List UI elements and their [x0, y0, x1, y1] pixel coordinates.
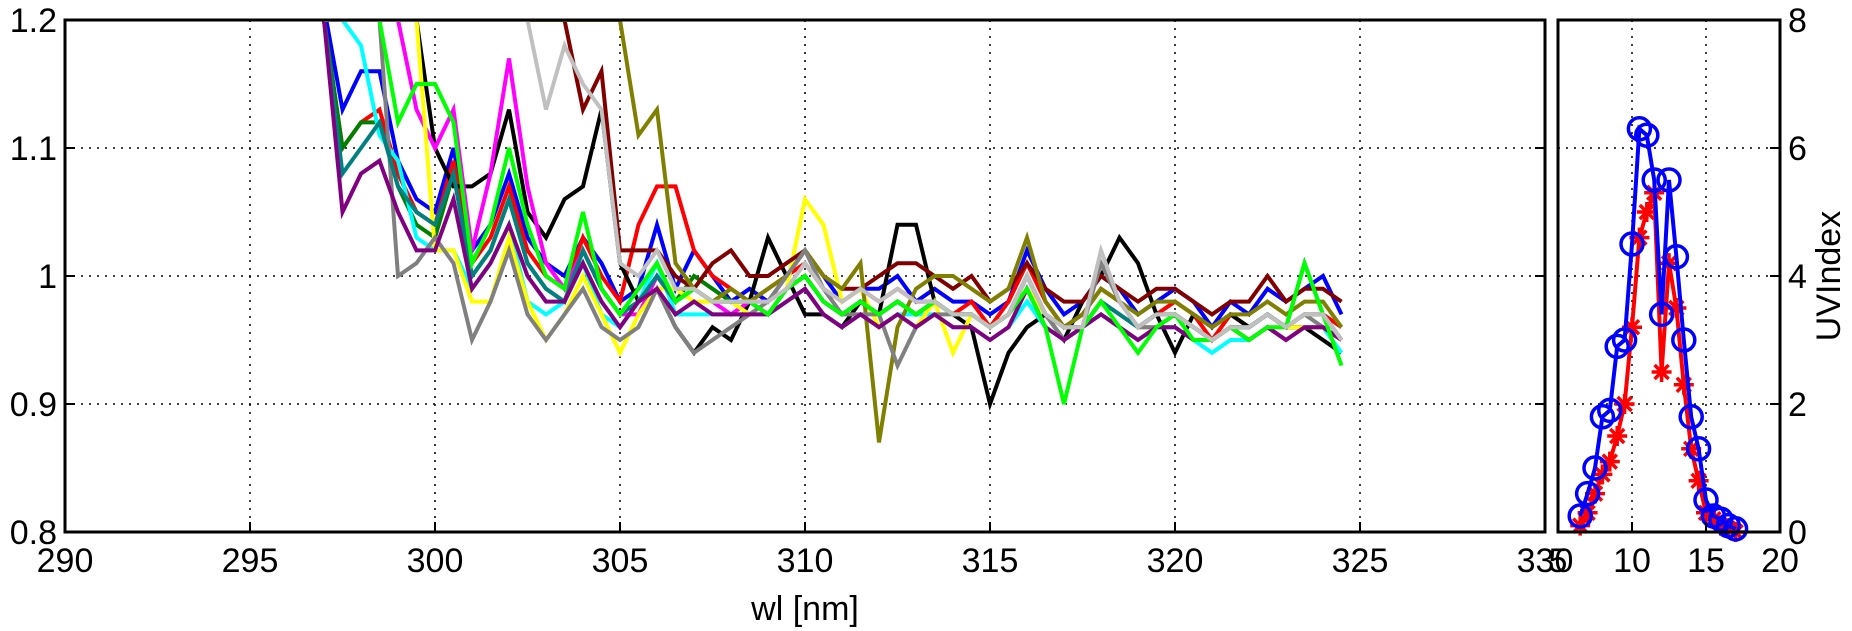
x-tick-label: 320	[1147, 542, 1204, 580]
uv-y-tick-label: 0	[1788, 514, 1807, 552]
x-tick-label: 290	[37, 542, 94, 580]
uv-y-tick-label: 8	[1788, 2, 1807, 40]
uv-point-circle	[1641, 167, 1667, 193]
uv-point-circle	[1604, 333, 1630, 360]
x-tick-label: 300	[407, 542, 464, 580]
uv-x-tick-label: 20	[1761, 542, 1799, 580]
uv-y-tick-label: 4	[1788, 258, 1807, 296]
uv-x-tick-label: 5	[1549, 542, 1568, 580]
x-tick-label: 315	[962, 542, 1019, 580]
spectrum-series-line-10	[324, 20, 1343, 371]
x-tick-label: 305	[592, 542, 649, 580]
spectrum-series-line-12	[322, 20, 1343, 343]
uv-point-circle	[1678, 404, 1704, 430]
uv-point-asterisk	[1607, 426, 1628, 446]
uv-point-circle	[1574, 480, 1601, 507]
main-series-group	[322, 20, 1344, 443]
uv-point-circle	[1693, 487, 1719, 513]
uv-point-circle	[1671, 327, 1697, 353]
spectrum-series-line-13	[324, 20, 1344, 405]
main-x-axis-label: wl [nm]	[750, 590, 859, 628]
uv-series-line-2	[1578, 124, 1737, 531]
uv-point-circle	[1663, 244, 1690, 270]
uv-grid	[1558, 20, 1780, 532]
uv-index-panel: 5 10 15 200 2 4 6 8 UVIndex	[1549, 2, 1848, 580]
y-tick-label: 1	[38, 258, 57, 296]
uv-ticks: 5 10 15 200 2 4 6 8	[1549, 2, 1807, 580]
uv-series-group	[1567, 116, 1749, 542]
uv-point-circle	[1648, 301, 1675, 328]
uv-point-circle	[1582, 455, 1608, 481]
uv-point-circle	[1685, 436, 1712, 462]
y-tick-label: 1.2	[10, 2, 57, 40]
uv-x-tick-label: 15	[1687, 542, 1725, 580]
x-tick-label: 310	[777, 542, 834, 580]
uv-point-circle	[1634, 122, 1660, 148]
uv-point-circle	[1626, 116, 1653, 142]
spectral-ratio-panel: 290 295 300 305 310 315 320 325 330 0.8 0.9 1 1.1 1.2…	[10, 2, 1574, 628]
uv-x-tick-label: 10	[1613, 542, 1651, 580]
x-tick-label: 330	[1517, 542, 1574, 580]
y-tick-label: 0.9	[10, 386, 57, 424]
uv-point-asterisk	[1651, 362, 1672, 382]
uv-y-tick-label: 6	[1788, 130, 1807, 168]
uv-y-tick-label: 2	[1788, 386, 1807, 424]
uv-point-circle	[1589, 404, 1616, 430]
uv-point-circle	[1611, 327, 1638, 353]
y-tick-label: 0.8	[10, 514, 57, 552]
uv-y-axis-label: UVIndex	[1810, 211, 1848, 341]
x-tick-label: 295	[222, 542, 279, 580]
spectrum-series-line-9	[324, 20, 1344, 443]
main-ticks: 290 295 300 305 310 315 320 325 330 0.8 0.9 1 1.1 1.2	[10, 2, 1574, 580]
x-tick-label: 325	[1332, 542, 1389, 580]
spectrum-series-line-4	[324, 20, 1343, 411]
uv-point-circle	[1656, 167, 1682, 193]
uv-point-asterisk	[1636, 202, 1657, 222]
uv-point-circle	[1567, 503, 1593, 529]
y-tick-label: 1.1	[10, 130, 57, 168]
uv-point-circle	[1619, 231, 1645, 257]
uv-point-circle	[1722, 516, 1749, 542]
uv-point-circle	[1597, 397, 1623, 424]
spectrum-series-line-14	[324, 20, 1344, 343]
